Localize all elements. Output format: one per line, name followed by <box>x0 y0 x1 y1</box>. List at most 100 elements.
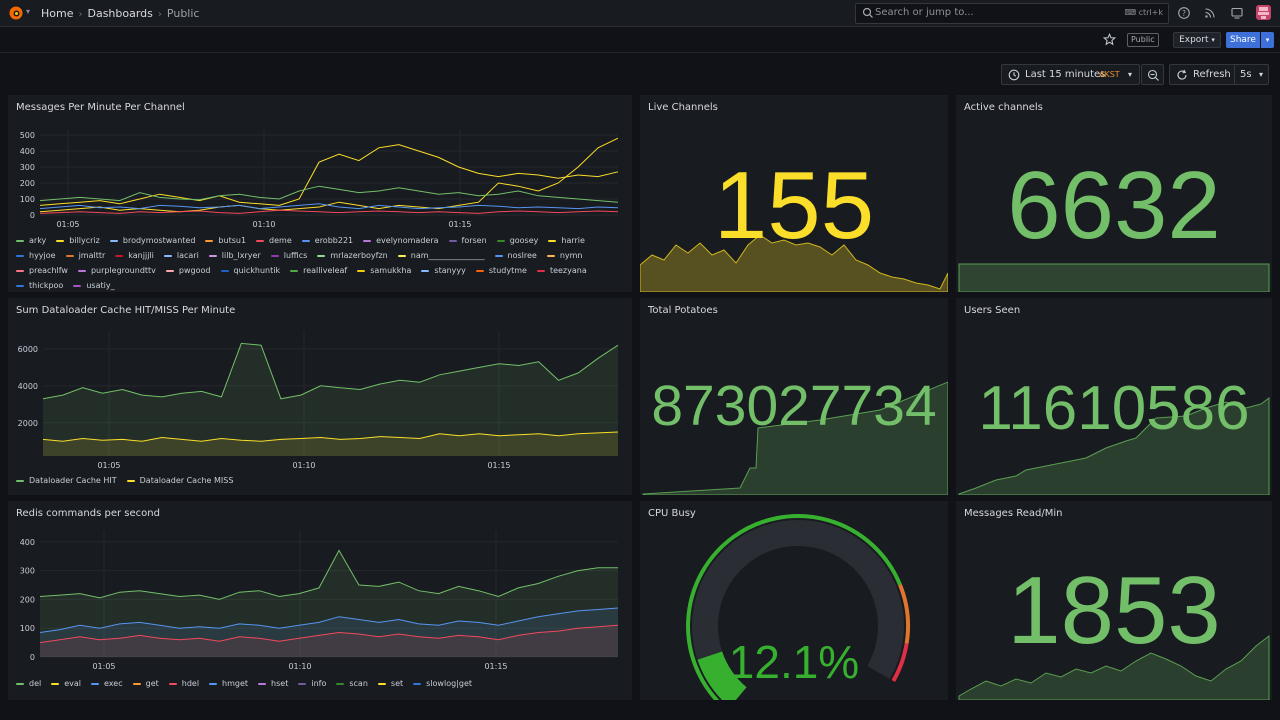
legend-item[interactable]: goosey <box>496 233 538 248</box>
sparkline-area <box>640 234 948 292</box>
legend-item[interactable]: realliveleaf <box>290 263 347 278</box>
legend-item[interactable]: eval <box>51 676 81 691</box>
refresh-button[interactable]: Refresh <box>1193 69 1231 80</box>
legend-item[interactable]: stanyyy <box>421 263 466 278</box>
panel-users-seen[interactable]: Users Seen 11610586 <box>956 298 1272 495</box>
legend-item[interactable]: erobb221 <box>301 233 354 248</box>
legend-swatch <box>317 254 326 257</box>
legend-item[interactable]: lilb_lxryer <box>208 248 261 263</box>
legend-item[interactable]: purplegroundttv <box>77 263 156 278</box>
legend-swatch <box>301 239 310 242</box>
legend-swatch <box>163 254 172 257</box>
panel-dataloader-cache[interactable]: Sum Dataloader Cache HIT/MISS Per Minute… <box>8 298 632 495</box>
legend-item[interactable]: arky <box>16 233 46 248</box>
legend-item[interactable]: jmalttr <box>65 248 105 263</box>
legend-item[interactable]: studytme <box>475 263 527 278</box>
keyboard-shortcut-hint: ⌨ ctrl+k <box>1124 8 1163 17</box>
legend-label: butsu1 <box>218 236 247 245</box>
legend-label: pwgood <box>178 266 211 275</box>
legend-item[interactable]: info <box>298 676 326 691</box>
chart-legend: del eval exec get hdel hmget hset info scan set sl… <box>16 676 621 691</box>
legend-item[interactable]: preachlfw <box>16 263 68 278</box>
legend-item[interactable]: hdel <box>168 676 199 691</box>
legend-item[interactable]: harrie <box>548 233 585 248</box>
legend-item[interactable]: pwgood <box>165 263 211 278</box>
legend-item[interactable]: hyyjoe <box>16 248 56 263</box>
legend-item[interactable]: mrlazerboyfzn <box>317 248 388 263</box>
legend-item[interactable]: exec <box>91 676 123 691</box>
legend-item[interactable]: lacari <box>163 248 199 263</box>
legend-swatch <box>397 254 406 257</box>
legend-item[interactable]: kanjjjli <box>115 248 154 263</box>
breadcrumb-home[interactable]: Home <box>41 7 74 20</box>
y-tick-label: 2000 <box>18 419 38 428</box>
legend-item[interactable]: set <box>377 676 403 691</box>
legend-item[interactable]: scan <box>336 676 368 691</box>
series-line <box>39 209 619 214</box>
share-button[interactable]: Share <box>1226 32 1260 48</box>
dashboard-toolbar <box>0 27 1280 53</box>
legend-item[interactable]: brodymostwanted <box>109 233 195 248</box>
x-tick-label: 01:05 <box>92 662 115 671</box>
y-tick-label: 200 <box>20 179 35 188</box>
legend-item[interactable]: noslree <box>494 248 537 263</box>
legend-label: mrlazerboyfzn <box>330 251 388 260</box>
grafana-logo-icon[interactable] <box>8 5 24 21</box>
zoom-out-button[interactable] <box>1141 64 1164 85</box>
legend-swatch <box>91 682 100 685</box>
panel-cpu-busy[interactable]: CPU Busy 12.1% <box>640 501 948 700</box>
legend-item[interactable]: deme <box>256 233 292 248</box>
panel-messages-per-minute[interactable]: Messages Per Minute Per Channel 0 100 200 3… <box>8 95 632 292</box>
panel-live-channels[interactable]: Live Channels 155 <box>640 95 948 292</box>
legend-item[interactable]: get <box>132 676 159 691</box>
gauge-threshold-red <box>891 643 909 682</box>
top-navigation-bar: ▾ Home › Dashboards › Public Search or jump … <box>0 0 1280 27</box>
legend-item[interactable]: butsu1 <box>205 233 246 248</box>
legend-item[interactable]: slowlog|get <box>413 676 472 691</box>
legend-item[interactable]: samukkha <box>357 263 411 278</box>
legend-item[interactable]: Dataloader Cache MISS <box>126 473 233 488</box>
legend-item[interactable]: quickhuntik <box>220 263 280 278</box>
refresh-interval-select[interactable]: 5s <box>1240 69 1252 80</box>
timeseries-chart: 0 100 200 300 400 500 01:05 01:10 01:15 <box>20 130 619 229</box>
legend-swatch <box>413 682 422 685</box>
y-tick-label: 300 <box>20 163 35 172</box>
search-input[interactable]: Search or jump to... ⌨ ctrl+k <box>855 3 1169 24</box>
legend-label: erobb221 <box>314 236 354 245</box>
legend-label: kanjjjli <box>128 251 154 260</box>
panel-active-channels[interactable]: Active channels 6632 <box>956 95 1272 292</box>
legend-swatch <box>205 239 214 242</box>
legend-item[interactable]: evelynomadera <box>363 233 439 248</box>
share-options-chevron-icon[interactable]: ▾ <box>1261 32 1274 48</box>
legend-item[interactable]: nam______________ <box>397 248 485 263</box>
legend-item[interactable]: usatiy_ <box>73 278 115 292</box>
news-rss-icon[interactable] <box>1203 6 1217 20</box>
legend-item[interactable]: Dataloader Cache HIT <box>16 473 117 488</box>
legend-item[interactable]: nymn <box>546 248 583 263</box>
stat-value: 155 <box>713 152 875 259</box>
time-range-picker[interactable]: Last 15 minutes AKST ▾ <box>1001 64 1140 85</box>
series-line <box>39 144 619 206</box>
legend-item[interactable]: billycriz <box>56 233 100 248</box>
user-avatar[interactable] <box>1256 5 1271 20</box>
panel-messages-read[interactable]: Messages Read/Min 1853 <box>956 501 1272 700</box>
legend-item[interactable]: forsen <box>448 233 487 248</box>
legend-swatch <box>494 254 503 257</box>
legend-item[interactable]: teezyana <box>536 263 587 278</box>
export-button[interactable]: Export ▾ <box>1173 32 1221 48</box>
help-icon[interactable]: ? <box>1177 6 1191 20</box>
legend-item[interactable]: hmget <box>209 676 248 691</box>
legend-label: lilb_lxryer <box>221 251 261 260</box>
refresh-picker[interactable]: Refresh 5s ▾ <box>1169 64 1269 85</box>
sparkline-area <box>642 381 948 495</box>
kiosk-mode-icon[interactable] <box>1230 6 1244 20</box>
legend-item[interactable]: hset <box>258 676 288 691</box>
breadcrumb-dashboards[interactable]: Dashboards <box>87 7 153 20</box>
mega-menu-chevron-icon[interactable]: ▾ <box>26 7 31 16</box>
panel-redis-commands[interactable]: Redis commands per second 0 100 200 300 400 0… <box>8 501 632 700</box>
legend-item[interactable]: luffics <box>270 248 307 263</box>
legend-item[interactable]: del <box>16 676 41 691</box>
star-icon[interactable] <box>1103 33 1116 46</box>
panel-total-potatoes[interactable]: Total Potatoes 873027734 <box>640 298 948 495</box>
legend-item[interactable]: thickpoo <box>16 278 63 292</box>
